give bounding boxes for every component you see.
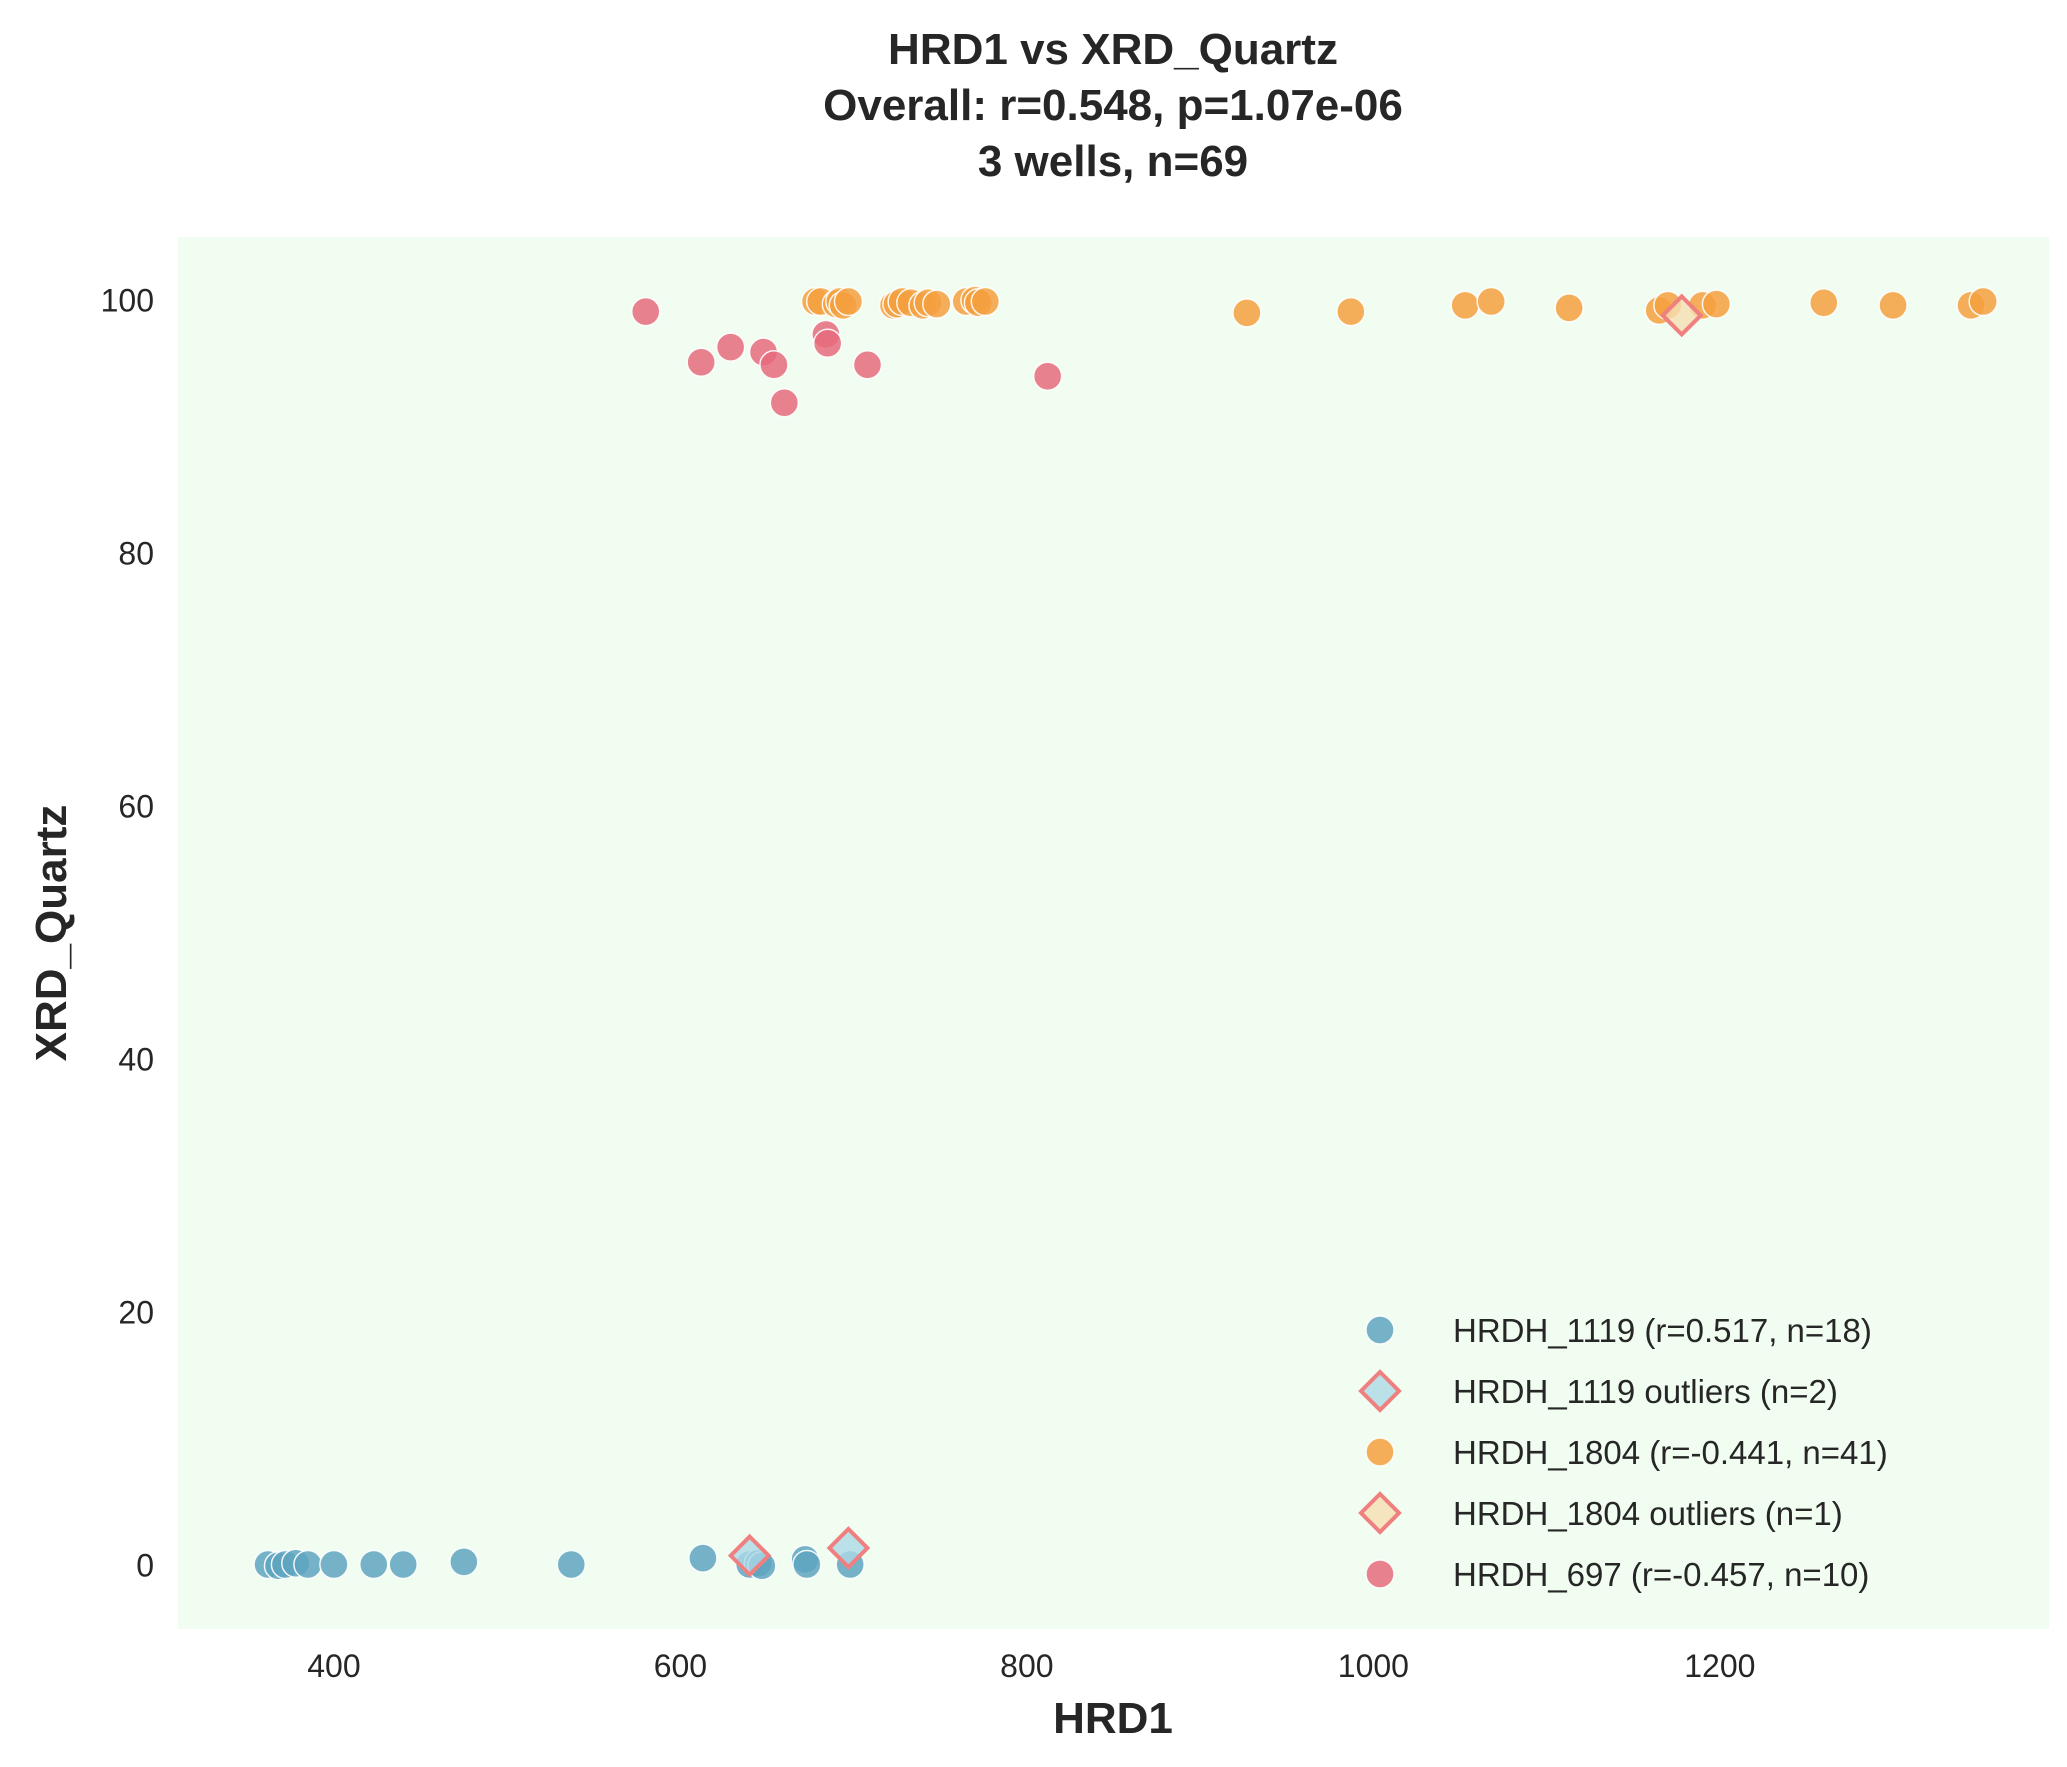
y-tick-label: 40: [118, 1042, 154, 1078]
legend-marker: [1365, 1437, 1395, 1467]
data-point: [449, 1547, 479, 1577]
y-tick-label: 60: [118, 788, 154, 824]
series-hrdh-697-r-0-457-n-10: [631, 296, 1063, 418]
data-point: [293, 1549, 323, 1580]
chart-title: HRD1 vs XRD_Quartz Overall: r=0.548, p=1…: [823, 25, 1403, 186]
legend-item: HRDH_1804 (r=-0.441, n=41): [1365, 1434, 1888, 1471]
data-point: [1878, 290, 1908, 321]
legend-item: HRDH_1119 (r=0.517, n=18): [1365, 1312, 1872, 1349]
data-point: [833, 286, 864, 317]
data-point: [1968, 286, 1998, 317]
data-point: [812, 328, 843, 359]
data-point: [1659, 293, 1704, 338]
x-tick-label: 1000: [1338, 1648, 1409, 1684]
data-point: [1701, 289, 1732, 319]
data-point: [769, 388, 800, 418]
data-point: [759, 350, 789, 380]
series-hrdh-1119-r-0-517-n-18: [253, 1543, 865, 1581]
title-line-1: HRD1 vs XRD_Quartz: [888, 25, 1338, 74]
series-hrdh-1804-outliers-n-1: [1659, 293, 1704, 338]
data-point: [1232, 298, 1262, 328]
legend-marker: [1365, 1559, 1395, 1589]
data-point: [1450, 290, 1480, 321]
data-point: [1336, 296, 1366, 327]
data-point: [359, 1549, 389, 1580]
series-hrdh-1119-outliers-n-2: [727, 1526, 871, 1578]
y-tick-label: 0: [136, 1548, 154, 1584]
data-point: [852, 350, 883, 380]
y-tick-label: 80: [118, 535, 154, 571]
data-point: [388, 1549, 418, 1580]
x-tick-label: 800: [1000, 1648, 1053, 1684]
y-axis-label: XRD_Quartz: [27, 805, 76, 1062]
data-point: [1554, 293, 1584, 323]
legend-label: HRDH_1804 outliers (n=1): [1453, 1495, 1843, 1532]
x-axis-label: HRD1: [1053, 1694, 1173, 1743]
x-tick-label: 400: [307, 1648, 360, 1684]
title-line-3: 3 wells, n=69: [978, 137, 1248, 186]
data-point: [556, 1549, 587, 1580]
plot-area: [178, 237, 2049, 1629]
legend-item: HRDH_1804 outliers (n=1): [1358, 1491, 1843, 1535]
data-points: [253, 285, 1998, 1581]
data-point: [1476, 286, 1506, 317]
legend-label: HRDH_1804 (r=-0.441, n=41): [1453, 1434, 1888, 1471]
data-point: [922, 289, 952, 319]
data-point: [319, 1549, 349, 1580]
x-axis-ticks: 400 600 800 1000 1200: [307, 1648, 1755, 1684]
legend-item: HRDH_697 (r=-0.457, n=10): [1365, 1556, 1869, 1593]
x-tick-label: 1200: [1684, 1648, 1755, 1684]
legend-marker: [1358, 1491, 1402, 1535]
legend-item: HRDH_1119 outliers (n=2): [1358, 1369, 1838, 1413]
y-tick-label: 20: [118, 1295, 154, 1331]
data-point: [1809, 288, 1839, 318]
data-point: [1032, 361, 1063, 391]
data-point: [686, 347, 716, 378]
legend-label: HRDH_1119 (r=0.517, n=18): [1453, 1312, 1872, 1349]
legend-marker: [1358, 1369, 1402, 1413]
title-line-2: Overall: r=0.548, p=1.07e-06: [823, 81, 1403, 130]
data-point: [792, 1549, 822, 1580]
legend-label: HRDH_1119 outliers (n=2): [1453, 1373, 1838, 1410]
y-axis-ticks: 0 20 40 60 80 100: [101, 282, 154, 1583]
y-tick-label: 100: [101, 282, 154, 318]
data-point: [727, 1533, 772, 1578]
x-tick-label: 600: [654, 1648, 707, 1684]
data-point: [970, 286, 1001, 317]
legend: HRDH_1119 (r=0.517, n=18) HRDH_1119 outli…: [1358, 1312, 1888, 1593]
series-hrdh-1804-r-0-441-n-41: [800, 285, 1998, 328]
data-point: [826, 1526, 871, 1570]
legend-label: HRDH_697 (r=-0.457, n=10): [1453, 1556, 1869, 1593]
data-point: [715, 332, 746, 362]
data-point: [631, 296, 661, 327]
data-point: [688, 1543, 718, 1573]
legend-marker: [1365, 1315, 1395, 1345]
